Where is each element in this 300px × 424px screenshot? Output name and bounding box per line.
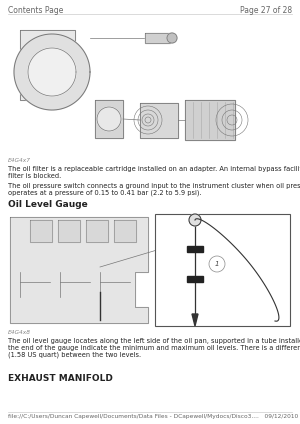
Polygon shape <box>114 220 136 242</box>
Polygon shape <box>145 33 170 43</box>
Text: E4G4x7: E4G4x7 <box>8 158 31 163</box>
Text: EXHAUST MANIFOLD: EXHAUST MANIFOLD <box>8 374 113 383</box>
Circle shape <box>97 107 121 131</box>
Polygon shape <box>187 246 203 252</box>
Text: The oil filter is a replaceable cartridge installed on an adapter. An internal b: The oil filter is a replaceable cartridg… <box>8 166 300 179</box>
Polygon shape <box>95 100 123 138</box>
Bar <box>155 214 290 326</box>
Text: Contents Page: Contents Page <box>8 6 63 15</box>
Polygon shape <box>28 48 76 96</box>
Polygon shape <box>10 217 148 323</box>
Text: 1: 1 <box>215 261 219 267</box>
Circle shape <box>167 33 177 43</box>
Text: The oil level gauge locates along the left side of the oil pan, supported in a t: The oil level gauge locates along the le… <box>8 338 300 359</box>
Polygon shape <box>20 30 75 100</box>
Polygon shape <box>187 276 203 282</box>
Polygon shape <box>58 220 80 242</box>
Polygon shape <box>14 34 90 110</box>
Text: Page 27 of 28: Page 27 of 28 <box>240 6 292 15</box>
Text: E4G4x8: E4G4x8 <box>8 330 31 335</box>
Polygon shape <box>192 314 198 326</box>
Polygon shape <box>30 220 52 242</box>
Circle shape <box>189 214 201 226</box>
Polygon shape <box>86 220 108 242</box>
Text: The oil pressure switch connects a ground input to the instrument cluster when o: The oil pressure switch connects a groun… <box>8 183 300 196</box>
Polygon shape <box>140 103 178 138</box>
Text: file://C:/Users/Duncan Capewell/Documents/Data Files - DCapewell/Mydocs/Disco3..: file://C:/Users/Duncan Capewell/Document… <box>8 414 298 419</box>
Text: Oil Level Gauge: Oil Level Gauge <box>8 200 88 209</box>
Polygon shape <box>185 100 235 140</box>
